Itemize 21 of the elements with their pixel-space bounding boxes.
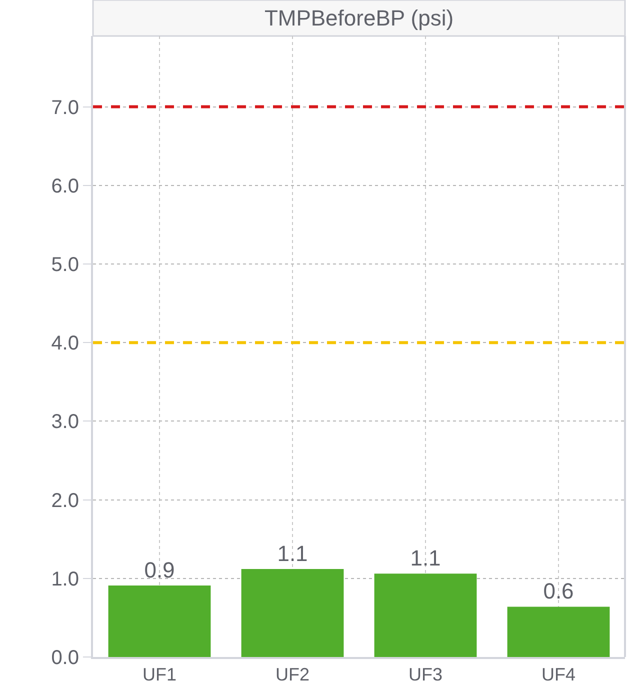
y-tick-label: 5.0	[51, 254, 79, 276]
chart-title: TMPBeforeBP (psi)	[264, 6, 454, 31]
data-label: 1.1	[410, 546, 441, 571]
y-tick-label: 2.0	[51, 490, 79, 512]
data-label: 0.6	[543, 578, 574, 604]
y-tick-label: 7.0	[51, 96, 79, 119]
y-tick-label: 1.0	[51, 568, 79, 590]
x-tick-label: UF1	[142, 664, 177, 685]
data-label: 0.9	[144, 557, 175, 582]
data-label: 1.1	[277, 540, 308, 566]
x-tick-label: UF4	[541, 664, 576, 685]
y-tick-label: 3.0	[51, 411, 79, 434]
x-tick-label: UF3	[408, 664, 443, 685]
y-tick-label: 6.0	[51, 175, 79, 198]
bar	[108, 585, 211, 657]
y-tick-label: 0.0	[51, 647, 79, 669]
bar	[241, 568, 344, 657]
x-tick-label: UF2	[275, 664, 310, 685]
bar	[507, 606, 610, 657]
bar	[374, 574, 477, 657]
y-tick-label: 4.0	[51, 332, 79, 355]
